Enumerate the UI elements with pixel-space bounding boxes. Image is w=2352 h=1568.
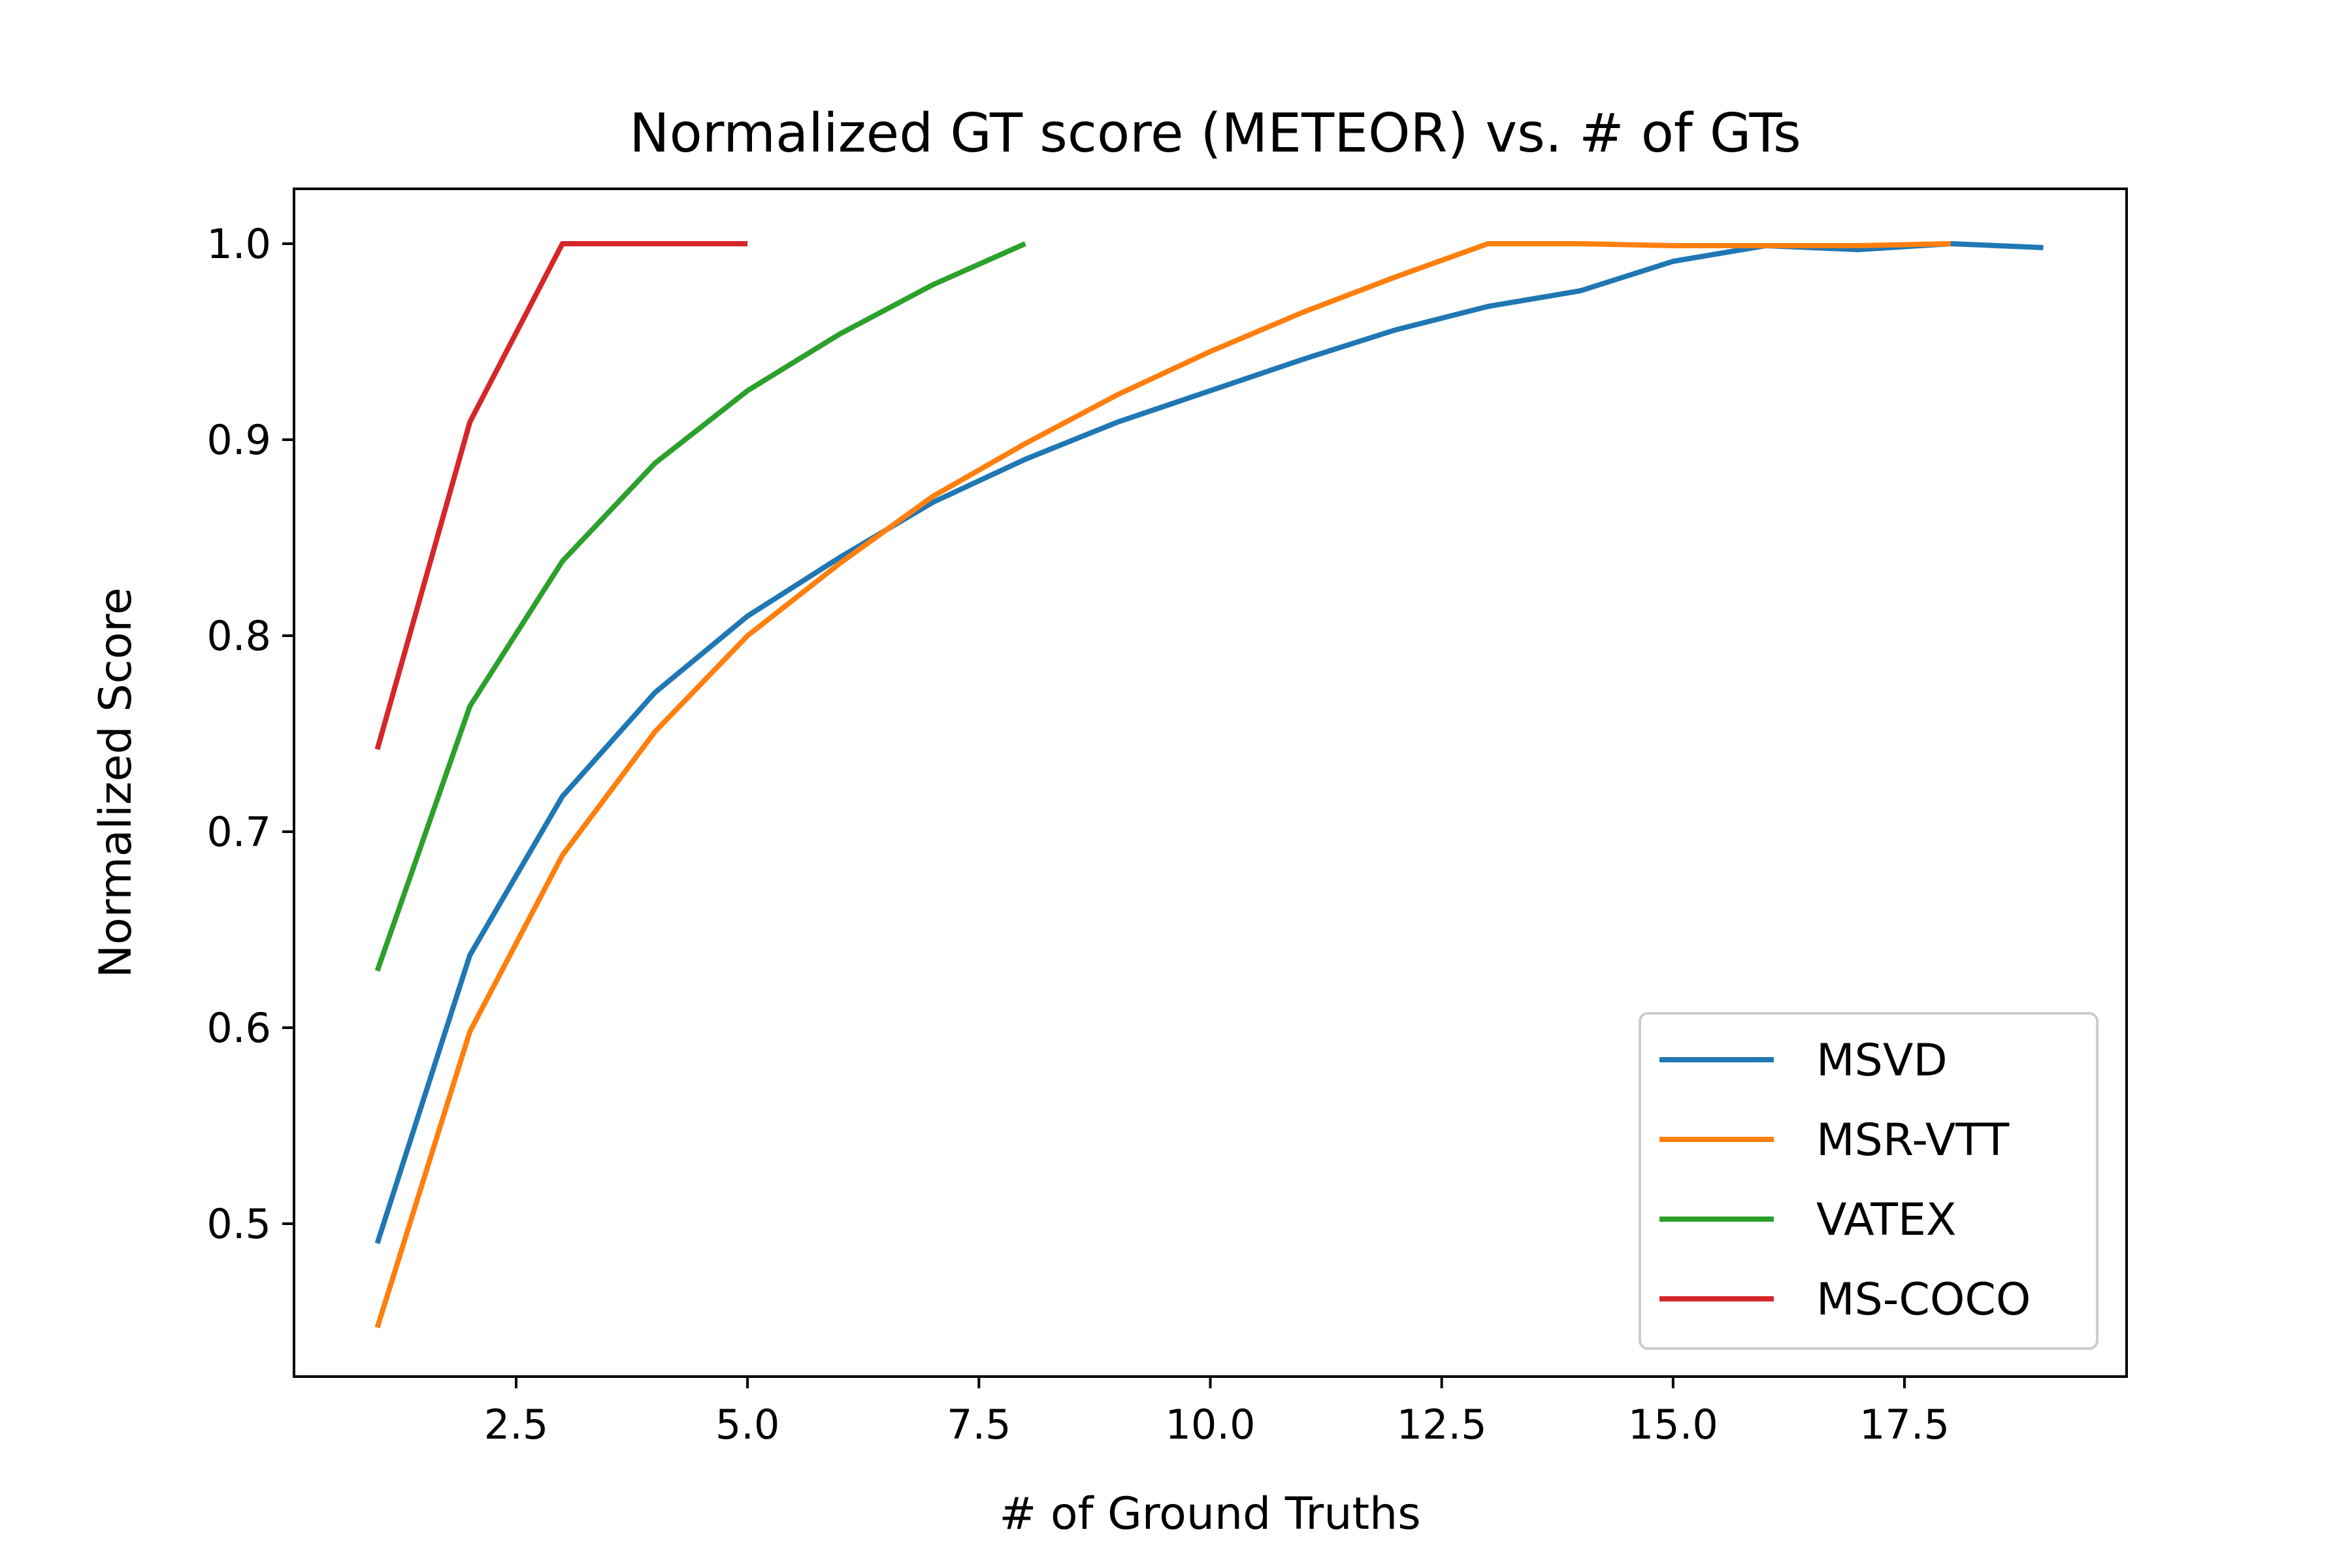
legend-label-msvd: MSVD <box>1816 1035 1948 1086</box>
y-axis-ticks: 0.5 0.6 0.7 0.8 0.9 1.0 <box>206 220 294 1248</box>
y-axis-label: Normalized Score <box>90 587 142 978</box>
legend-box <box>1639 1012 2099 1350</box>
legend-label-ms-coco: MS-COCO <box>1816 1274 2031 1326</box>
legend-label-vatex: VATEX <box>1816 1194 1957 1246</box>
y-tick-label: 0.7 <box>206 808 271 856</box>
series-line-vatex <box>374 241 1026 972</box>
x-tick-label: 15.0 <box>1628 1401 1718 1448</box>
x-tick-label: 7.5 <box>947 1401 1011 1448</box>
series-line-msr-vtt <box>374 241 1951 1329</box>
legend-label-msr-vtt: MSR-VTT <box>1816 1115 2010 1166</box>
y-tick-label: 1.0 <box>206 220 271 268</box>
series-line-ms-coco <box>374 241 748 751</box>
y-tick-label: 0.8 <box>206 612 271 660</box>
y-tick-label: 0.5 <box>206 1200 271 1248</box>
x-axis-ticks: 2.5 5.0 7.5 10.0 12.5 15.0 17.5 <box>484 1377 1950 1448</box>
legend: MSVD MSR-VTT VATEX MS-COCO <box>1639 1012 2099 1350</box>
x-tick-label: 10.0 <box>1165 1401 1255 1448</box>
chart-title: Normalized GT score (METEOR) vs. # of GT… <box>629 103 1801 165</box>
plot-lines <box>374 241 2044 1329</box>
x-tick-label: 5.0 <box>715 1401 780 1448</box>
x-axis-label: # of Ground Truths <box>999 1488 1420 1540</box>
y-tick-label: 0.9 <box>206 416 271 464</box>
x-tick-label: 2.5 <box>484 1401 549 1448</box>
x-tick-label: 12.5 <box>1397 1401 1487 1448</box>
x-tick-label: 17.5 <box>1859 1401 1950 1448</box>
y-tick-label: 0.6 <box>206 1004 271 1052</box>
